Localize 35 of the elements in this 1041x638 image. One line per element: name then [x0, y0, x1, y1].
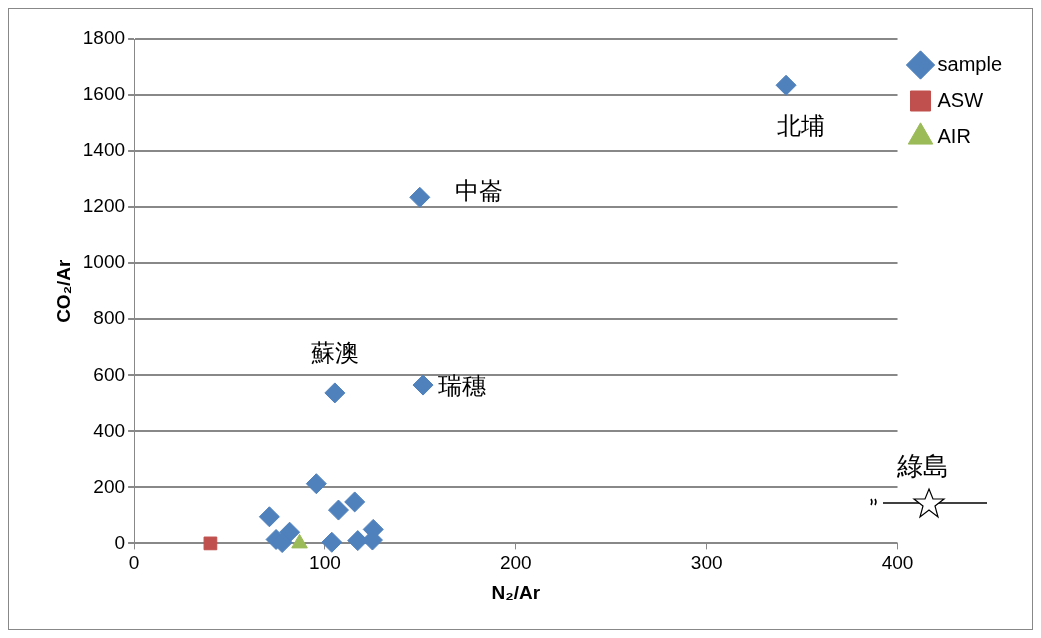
point [305, 473, 327, 495]
point [321, 531, 343, 553]
y-tick-label: 1600 [82, 83, 126, 105]
x-tick-label: 300 [690, 552, 723, 574]
y-tick-label: 800 [93, 307, 126, 329]
annotation: 瑞穗 [438, 373, 487, 400]
legend-label: AIR [937, 124, 971, 147]
y-tick-label: 1400 [82, 139, 126, 161]
x-axis-title: N₂/Ar [491, 581, 541, 603]
y-axis-title: CO₂/Ar [52, 258, 74, 323]
legend-label: sample [937, 52, 1003, 75]
x-tick-label: 100 [309, 552, 341, 574]
point [412, 374, 434, 396]
x-tick-label: 0 [128, 552, 140, 574]
y-tick-label: 600 [93, 363, 126, 385]
point [327, 499, 349, 521]
annotation: 北埔 [777, 112, 826, 139]
point [258, 506, 280, 528]
x-tick-label: 200 [499, 552, 532, 574]
y-tick-label: 1800 [82, 27, 126, 49]
point [203, 536, 218, 551]
point [775, 74, 797, 96]
annotation: 綠島 [897, 451, 949, 483]
y-tick-label: 1200 [82, 195, 126, 217]
point [344, 491, 366, 513]
annotation: 蘇澳 [310, 340, 359, 367]
y-tick-label: 1000 [82, 251, 126, 273]
point [409, 186, 431, 208]
point [324, 382, 346, 404]
x-tick-label: 400 [881, 552, 914, 574]
legend-label: ASW [937, 88, 984, 111]
y-tick-label: 400 [93, 419, 126, 441]
annotation: 中崙 [454, 177, 503, 204]
y-tick-label: 0 [114, 531, 126, 553]
y-tick-label: 200 [93, 475, 126, 497]
